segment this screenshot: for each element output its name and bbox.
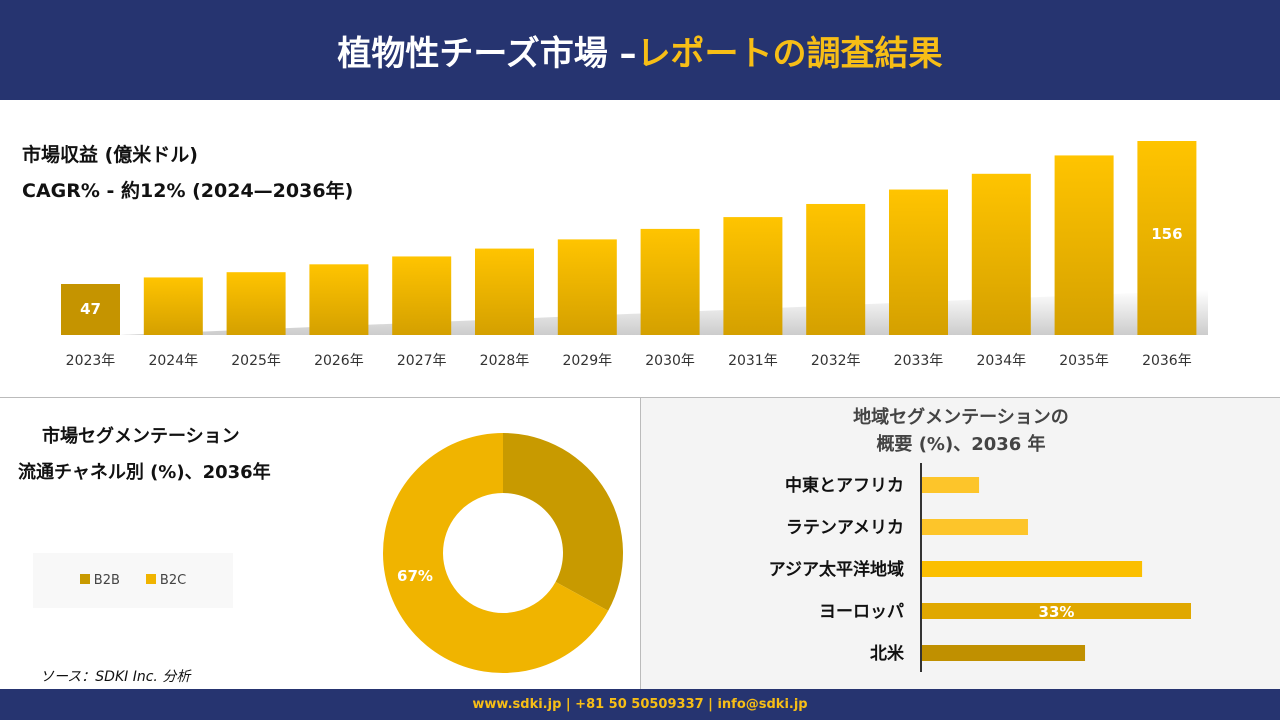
b2c-swatch [145, 574, 156, 584]
x-tick-label: 2034年 [976, 353, 1026, 369]
cagr-subtitle: CAGR% - 約12% (2024—2036年) [22, 180, 354, 202]
x-tick-label: 2026年 [314, 353, 364, 369]
revenue-bar-chart: 2023年 47 2024年 2025年 2026年 2027年 2028年 2029年 203… [61, 141, 1208, 369]
x-tick-label: 2023年 [66, 353, 116, 369]
revenue-bar [640, 228, 700, 335]
revenue-bar [1054, 155, 1114, 335]
data-label: 67% [397, 567, 433, 585]
region-subtitle: 概要 (%)、2036 年 [876, 434, 1046, 455]
title-accent: レポートの調査結果 [636, 33, 943, 74]
x-tick-label: 2035年 [1059, 353, 1109, 369]
revenue-bar [143, 277, 203, 335]
revenue-bar [392, 256, 452, 335]
revenue-chart-title: 市場収益 (億米ドル) [22, 144, 198, 166]
revenue-bar [61, 284, 120, 335]
divider [0, 397, 1280, 398]
region-title: 地域セグメンテーションの [853, 407, 1069, 428]
x-tick-label: 2024年 [148, 353, 198, 369]
segment-subtitle: 流通チャネル別 (%)、2036年 [18, 462, 271, 483]
x-tick-label: 2033年 [894, 353, 944, 369]
title: 植物性チーズ市場 – [337, 33, 637, 74]
data-label: 156 [1151, 225, 1182, 243]
segment-title: 市場セグメンテーション [42, 426, 240, 447]
x-tick-label: 2025年 [231, 353, 281, 369]
donut-slice-b2b [503, 433, 623, 611]
legend-b2b: B2B [79, 573, 120, 588]
x-tick-label: 2031年 [728, 353, 778, 369]
source-note: ソース：SDKI Inc. 分析 [40, 669, 191, 685]
revenue-bar [475, 248, 534, 335]
revenue-bar [971, 173, 1031, 335]
revenue-bar [806, 203, 866, 335]
b2b-swatch [79, 574, 90, 584]
donut-slice-b2c [383, 433, 609, 674]
footer-contact: www.sdki.jp | +81 50 50509337 | info@sdk… [0, 689, 1280, 720]
revenue-bar [723, 217, 783, 335]
x-tick-label: 2030年 [645, 353, 695, 369]
region-panel: 地域セグメンテーションの 概要 (%)、2036 年 [640, 398, 1280, 689]
donut-legend: B2B B2C [33, 553, 233, 608]
revenue-bar [309, 264, 369, 335]
x-tick-label: 2029年 [562, 353, 612, 369]
x-tick-label: 2036年 [1142, 353, 1192, 369]
data-label: 47 [80, 300, 101, 318]
legend-b2c: B2C [145, 573, 186, 588]
x-tick-label: 2032年 [811, 353, 861, 369]
revenue-bar [1137, 141, 1197, 335]
x-tick-label: 2028年 [480, 353, 530, 369]
x-tick-label: 2027年 [397, 353, 447, 369]
revenue-bar [889, 189, 948, 335]
revenue-bar [226, 272, 286, 335]
revenue-bar [557, 239, 617, 335]
header-banner: 植物性チーズ市場 – レポートの調査結果 [0, 0, 1280, 100]
